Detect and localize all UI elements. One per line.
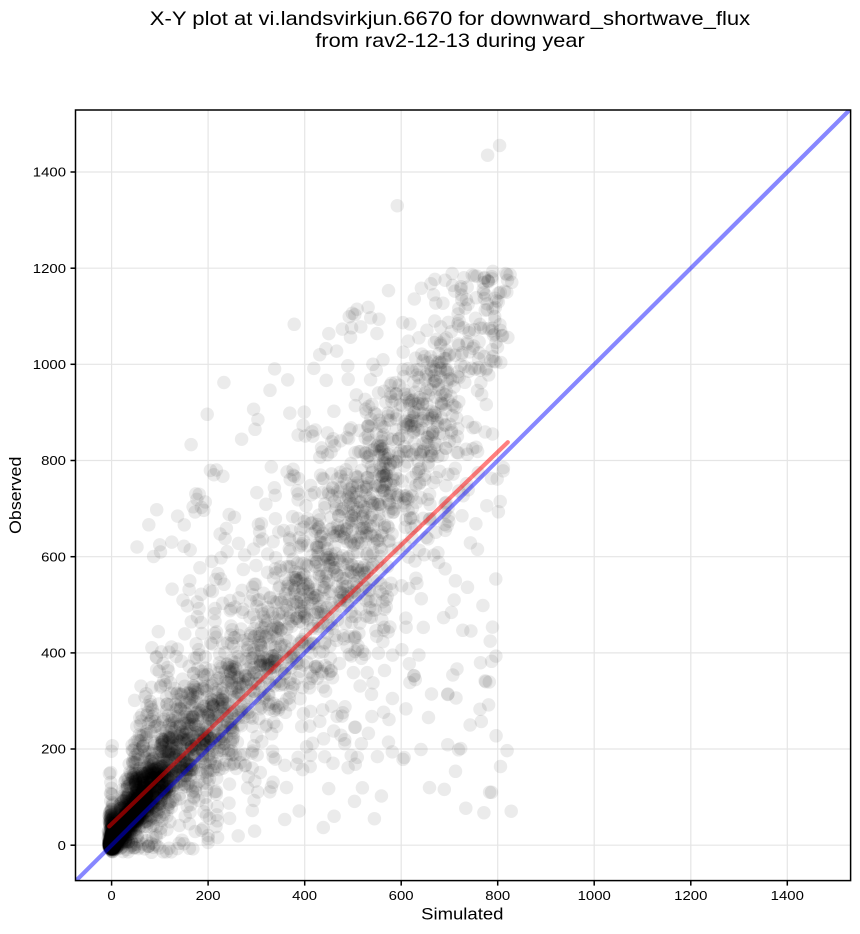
svg-text:200: 200 xyxy=(196,888,221,903)
svg-text:from rav2-12-13 during year: from rav2-12-13 during year xyxy=(315,31,585,52)
svg-text:1400: 1400 xyxy=(33,165,66,180)
svg-text:1200: 1200 xyxy=(674,888,707,903)
svg-text:400: 400 xyxy=(292,888,317,903)
svg-text:1400: 1400 xyxy=(771,888,804,903)
svg-text:0: 0 xyxy=(107,888,115,903)
svg-text:Simulated: Simulated xyxy=(421,905,503,923)
svg-text:800: 800 xyxy=(41,453,66,468)
svg-text:1000: 1000 xyxy=(578,888,611,903)
svg-text:0: 0 xyxy=(58,838,66,853)
svg-text:Observed: Observed xyxy=(7,457,25,534)
svg-text:600: 600 xyxy=(41,549,66,564)
svg-text:200: 200 xyxy=(41,742,66,757)
svg-text:400: 400 xyxy=(41,646,66,661)
svg-text:X-Y plot at vi.landsvirkjun.66: X-Y plot at vi.landsvirkjun.6670 for dow… xyxy=(150,9,751,30)
svg-text:1200: 1200 xyxy=(33,261,66,276)
svg-text:1000: 1000 xyxy=(33,357,66,372)
svg-text:800: 800 xyxy=(485,888,510,903)
svg-text:600: 600 xyxy=(389,888,414,903)
